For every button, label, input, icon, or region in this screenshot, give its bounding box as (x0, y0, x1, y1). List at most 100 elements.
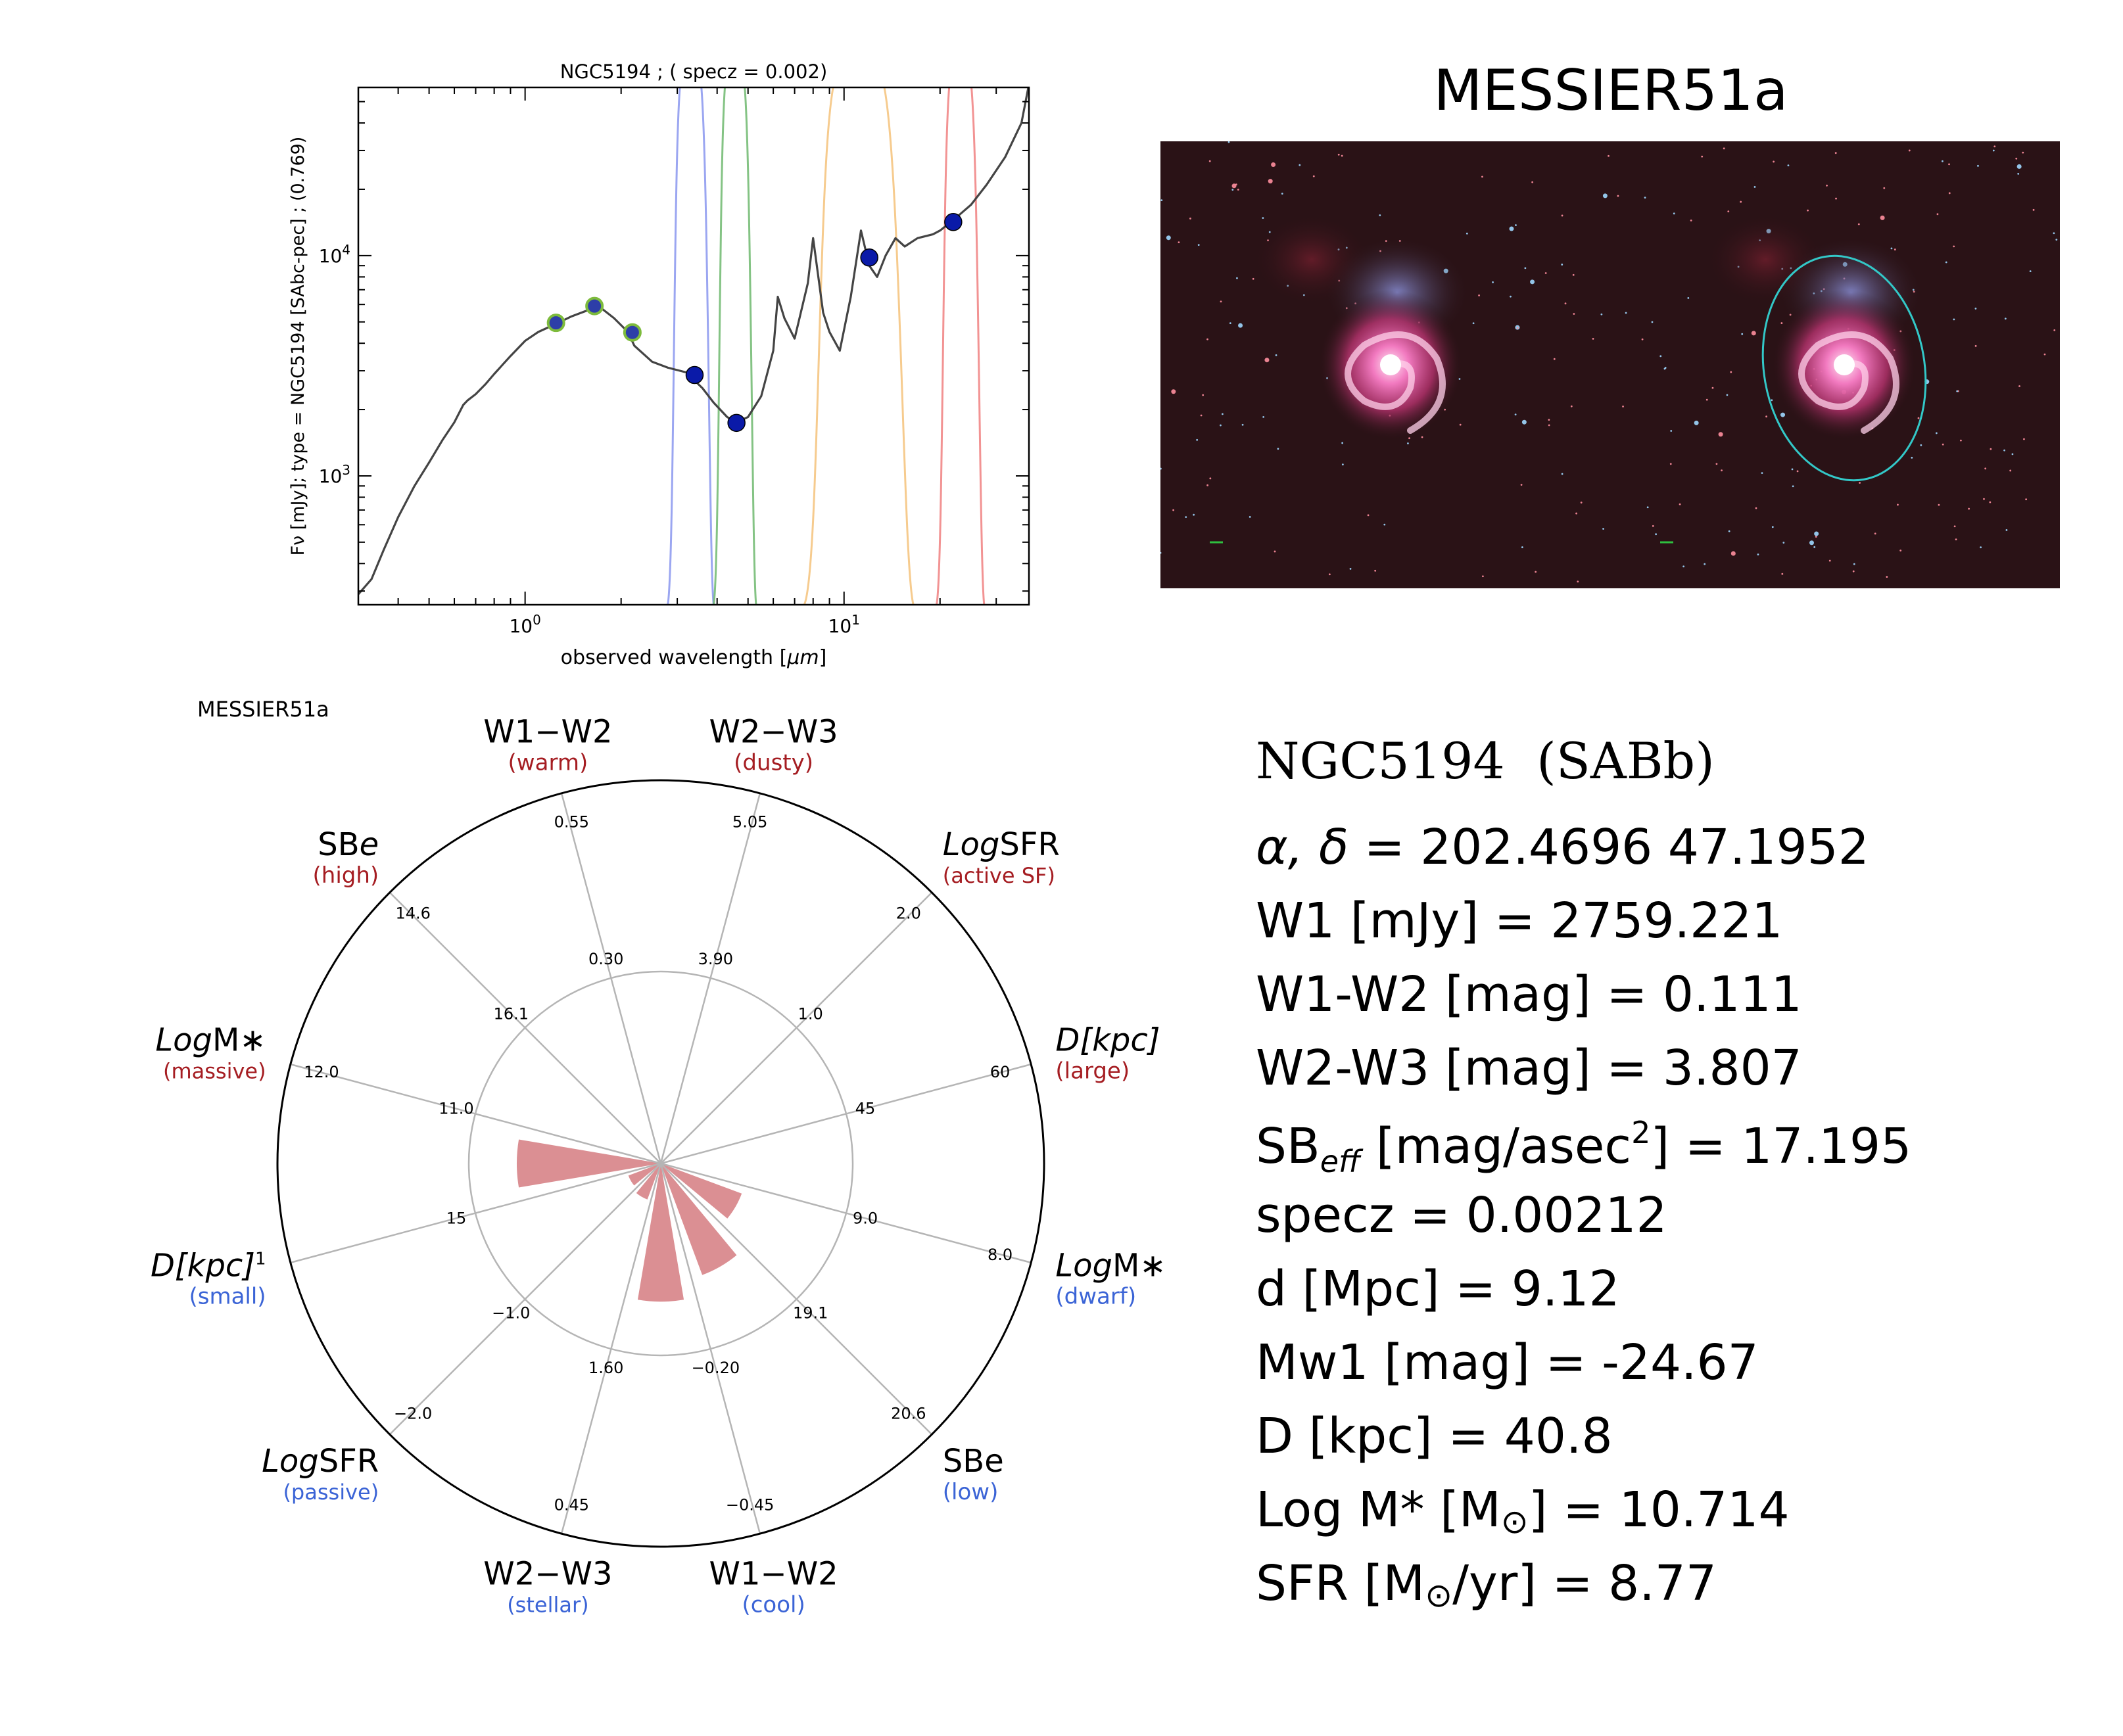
photometry-2mass-point (546, 314, 565, 333)
star (1341, 154, 1343, 157)
star (2016, 164, 2022, 169)
star (1641, 338, 1644, 340)
star (1730, 551, 1736, 556)
star (1659, 355, 1662, 358)
radar-tick-outer: −2.0 (394, 1404, 432, 1422)
star (1209, 477, 1212, 480)
radar-tick-outer: 12.0 (304, 1063, 339, 1081)
star (1160, 467, 1162, 470)
star (1771, 526, 1774, 528)
star (1753, 186, 1756, 188)
sed-frame (357, 86, 1030, 606)
star (1515, 224, 1517, 226)
star (1886, 576, 1888, 578)
star (1600, 313, 1603, 316)
star (1718, 432, 1723, 437)
sb-mid: [mag/asec (1360, 1118, 1632, 1175)
logm-prefix: Log M* [M (1256, 1482, 1501, 1538)
star (2003, 449, 2005, 452)
radar-tick-inner: 15 (446, 1209, 467, 1227)
radar-tick-inner: 9.0 (853, 1209, 878, 1227)
star (1160, 199, 1163, 202)
radar-axis-desc: (cool) (742, 1591, 805, 1618)
star (1874, 532, 1876, 535)
radar-axis-desc: (passive) (283, 1480, 379, 1505)
star (1185, 516, 1187, 519)
star (1701, 155, 1704, 158)
star (1757, 553, 1759, 555)
star (1726, 394, 1729, 396)
sb-prefix: SB (1256, 1118, 1320, 1175)
radar-axis-desc: (massive) (163, 1058, 266, 1083)
star (1374, 569, 1377, 572)
star (1815, 536, 1817, 538)
star (2032, 208, 2035, 211)
star (1730, 371, 1732, 373)
star (1520, 484, 1523, 486)
radar-tick-inner: −1.0 (492, 1304, 530, 1323)
star (1953, 318, 1955, 321)
star (1241, 423, 1244, 426)
info-dkpc: D [kpc] = 40.8 (1256, 1408, 1613, 1465)
star (1807, 209, 1809, 212)
star (1852, 570, 1855, 573)
info-title: NGC5194 (SABb) (1256, 736, 1715, 786)
star (1271, 162, 1276, 167)
radar-axis-label: D[kpc]1 (151, 1248, 266, 1284)
radar-axis-desc: (stellar) (507, 1592, 588, 1617)
star (1974, 344, 1977, 347)
star (1787, 164, 1790, 167)
star (1206, 484, 1209, 486)
star (2022, 151, 2024, 154)
star (1984, 467, 1987, 470)
star (1166, 235, 1171, 241)
star (1780, 412, 1786, 417)
star (1172, 509, 1175, 511)
star (1948, 163, 1950, 166)
star (1791, 468, 1794, 471)
radar-tick-inner: 0.30 (588, 950, 623, 968)
star (1466, 232, 1468, 235)
star (1828, 559, 1831, 562)
sfr-prefix: SFR [M (1256, 1555, 1425, 1612)
radar-plot: MESSIER51a 0.55 0.30 W1−W2 (warm) 5.05 3.90 W2−… (0, 684, 1183, 1736)
star (1524, 267, 1527, 270)
star (1993, 145, 1996, 148)
radar-axis-label: LogM∗ (155, 1021, 266, 1058)
star (2055, 239, 2058, 241)
star (1899, 550, 1902, 551)
star (1809, 540, 1814, 546)
radar-axis-label: W1−W2 (709, 1555, 838, 1592)
star (1792, 485, 1794, 488)
radar-axis-label: LogSFR (943, 826, 1060, 863)
star (1531, 181, 1534, 183)
radar-inner-ring (467, 970, 854, 1357)
star (1897, 504, 1899, 506)
star (2043, 353, 2046, 356)
y-tick-label: 103 (319, 462, 350, 487)
star (1220, 424, 1222, 427)
y-tick-label: 104 (319, 242, 350, 267)
star (1835, 197, 1837, 200)
info-w2w3: W2-W3 [mag] = 3.807 (1256, 1040, 1802, 1096)
sb-sub: eff (1320, 1144, 1361, 1179)
info-logm: Log M* [M⊙] = 10.714 (1256, 1486, 1790, 1538)
star (1341, 463, 1344, 465)
star (2005, 529, 2008, 531)
star (1646, 506, 1649, 509)
star (1231, 183, 1237, 189)
star (1229, 322, 1231, 325)
sun-icon-2: ⊙ (1425, 1576, 1453, 1614)
star (1953, 525, 1956, 528)
sfr-value: /yr] = 8.77 (1452, 1555, 1717, 1612)
star (1548, 419, 1550, 421)
star (2017, 172, 2020, 175)
sed-svg: 100 101 103 104 NGC5194 ; ( specz = 0.002) ob… (288, 60, 1030, 669)
radar-tick-outer: 2.0 (896, 904, 921, 923)
star (1773, 160, 1775, 163)
star (1974, 308, 1977, 310)
filter-curve-w4 (935, 87, 986, 605)
star (1602, 528, 1604, 530)
star (1948, 192, 1951, 195)
star (1580, 502, 1583, 504)
